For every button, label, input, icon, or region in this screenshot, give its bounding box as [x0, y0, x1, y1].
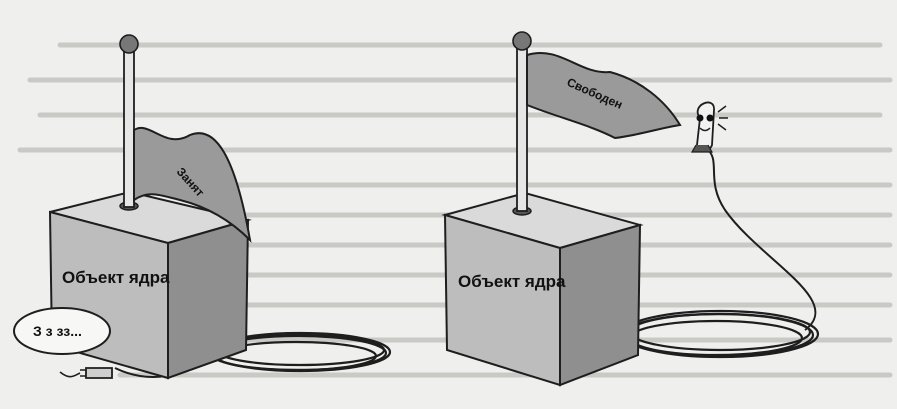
plug-icon [85, 367, 113, 379]
left-box-label: Объект ядра [62, 268, 170, 287]
right-box-label: Объект ядра [458, 272, 566, 291]
left-flagpole [123, 51, 135, 208]
left-speech-label: З з зз... [33, 323, 82, 339]
rope-creature-icon [690, 101, 728, 153]
left-kernel-object: Объект ядра Занят З з зз... [13, 34, 392, 380]
right-flagpole-ball [512, 31, 532, 51]
left-box-side [167, 218, 250, 380]
left-speech-bubble [13, 307, 111, 355]
left-flag [133, 127, 252, 243]
left-flagpole-ball [119, 34, 139, 54]
right-kernel-object: Объект ядра Свободен [441, 31, 820, 387]
right-flag [526, 52, 682, 140]
right-rope [705, 147, 817, 331]
right-box-side [559, 223, 642, 387]
right-flagpole [516, 47, 528, 212]
right-rope-coil [620, 309, 820, 359]
